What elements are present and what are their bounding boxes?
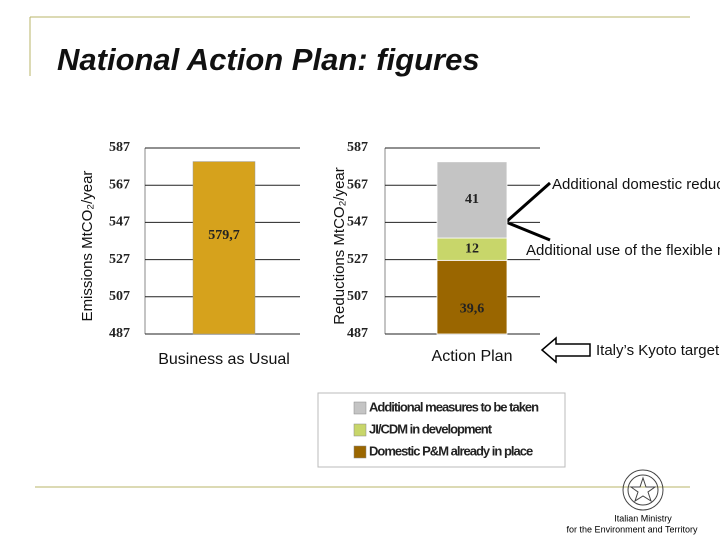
y-tick-label: 547 [347,215,368,230]
y-tick-label: 527 [109,252,130,267]
x-tick-label: Action Plan [432,348,513,365]
y-tick-label: 527 [347,252,368,267]
annotation: Italy’s Kyoto target [596,342,720,359]
value-label: 12 [465,241,479,256]
footer: for the Environment and Territory [567,524,698,534]
legend-label: JI/CDM in development [369,421,493,436]
x-tick-label: Business as Usual [158,351,290,368]
y-tick-label: 507 [347,289,368,304]
y-tick-label: 587 [347,140,368,155]
legend-swatch [353,445,367,459]
kyoto-arrow [540,336,591,364]
annotation: Additional use of the flexible mechanism… [526,242,720,259]
legend-label: Domestic P&M already in place [369,443,533,458]
footer: Italian Ministry [614,513,672,523]
emblem [622,469,664,511]
legend-label: Additional measures to be taken [369,399,539,414]
y-axis-label: Reductions MtCO₂/year [331,167,348,325]
bar-segment [436,259,508,335]
y-tick-label: 487 [347,326,368,341]
pointer-arrow [503,181,551,242]
y-tick-label: 487 [109,326,130,341]
y-tick-label: 567 [347,177,368,192]
slide-title: National Action Plan: figures [57,42,480,77]
y-tick-label: 547 [109,215,130,230]
value-label: 39,6 [460,301,485,316]
value-label: 41 [465,192,479,207]
bar [192,161,256,335]
bar-segment [436,161,508,239]
annotation: Additional domestic reductions [552,176,720,193]
y-tick-label: 587 [109,140,130,155]
legend-swatch [353,423,367,437]
value-label: 579,7 [208,228,240,243]
y-axis-label: Emissions MtCO₂/year [79,171,96,322]
y-tick-label: 507 [109,289,130,304]
legend-swatch [353,401,367,415]
y-tick-label: 567 [109,177,130,192]
